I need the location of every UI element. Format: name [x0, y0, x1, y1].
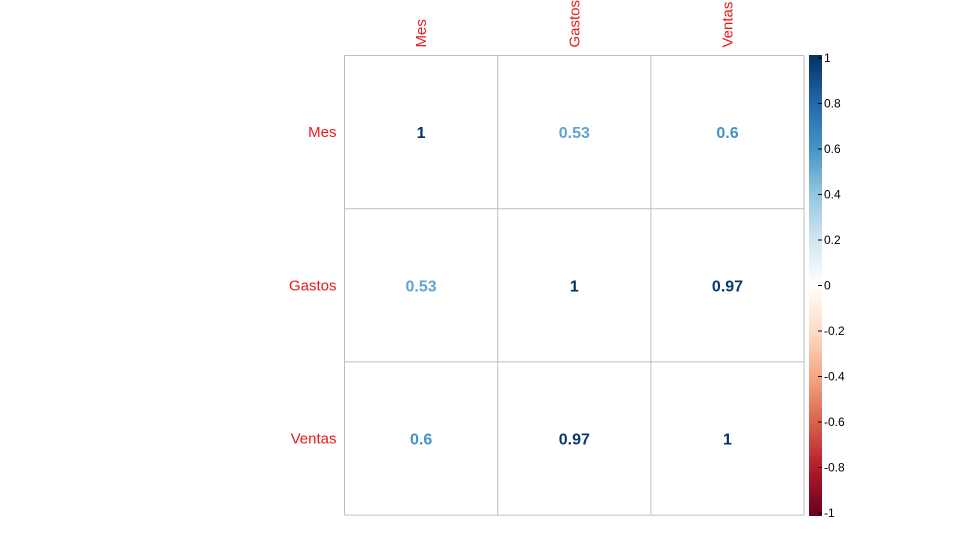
- column-labels: Mes Gastos Ventas: [413, 0, 736, 48]
- row-label-mes: Mes: [308, 124, 336, 141]
- cell-value-mes-mes: 1: [417, 125, 426, 142]
- row-label-ventas: Ventas: [291, 431, 337, 448]
- row-label-gastos: Gastos: [289, 277, 337, 294]
- colorbar-tick-label: 0.8: [824, 97, 841, 111]
- cell-value-gastos-ventas: 0.97: [712, 278, 743, 295]
- cell-value-gastos-gastos: 1: [570, 278, 579, 295]
- cell-values: 1 0.53 0.6 0.53 1 0.97 0.6 0.97 1: [406, 125, 744, 448]
- colorbar-tick-label: 0: [824, 279, 831, 293]
- column-label-ventas: Ventas: [720, 2, 737, 48]
- column-label-mes: Mes: [413, 19, 430, 47]
- colorbar-tick-label: -1: [824, 506, 835, 520]
- cell-value-gastos-mes: 0.53: [406, 278, 437, 295]
- colorbar-tick-label: -0.4: [824, 370, 845, 384]
- colorbar-gradient: [809, 55, 822, 516]
- cell-value-ventas-mes: 0.6: [410, 432, 432, 449]
- colorbar-tick-label: -0.6: [824, 415, 845, 429]
- cell-value-mes-gastos: 0.53: [559, 125, 590, 142]
- cell-value-ventas-ventas: 1: [723, 432, 732, 449]
- column-label-gastos: Gastos: [566, 0, 583, 48]
- colorbar-tick-label: -0.2: [824, 324, 845, 338]
- colorbar-tick-label: 0.6: [824, 142, 841, 156]
- cell-value-mes-ventas: 0.6: [716, 125, 738, 142]
- colorbar: 1 0.8 0.6 0.4 0.2 0 -0.2 -0.4 -0.6 -0.8 -1: [809, 51, 845, 520]
- colorbar-tick-label: 0.4: [824, 188, 841, 202]
- colorbar-tick-label: -0.8: [824, 461, 845, 475]
- row-labels: Mes Gastos Ventas: [289, 124, 337, 447]
- colorbar-tick-label: 1: [824, 51, 831, 65]
- grid: [344, 55, 805, 516]
- cell-value-ventas-gastos: 0.97: [559, 432, 590, 449]
- colorbar-tick-label: 0.2: [824, 233, 841, 247]
